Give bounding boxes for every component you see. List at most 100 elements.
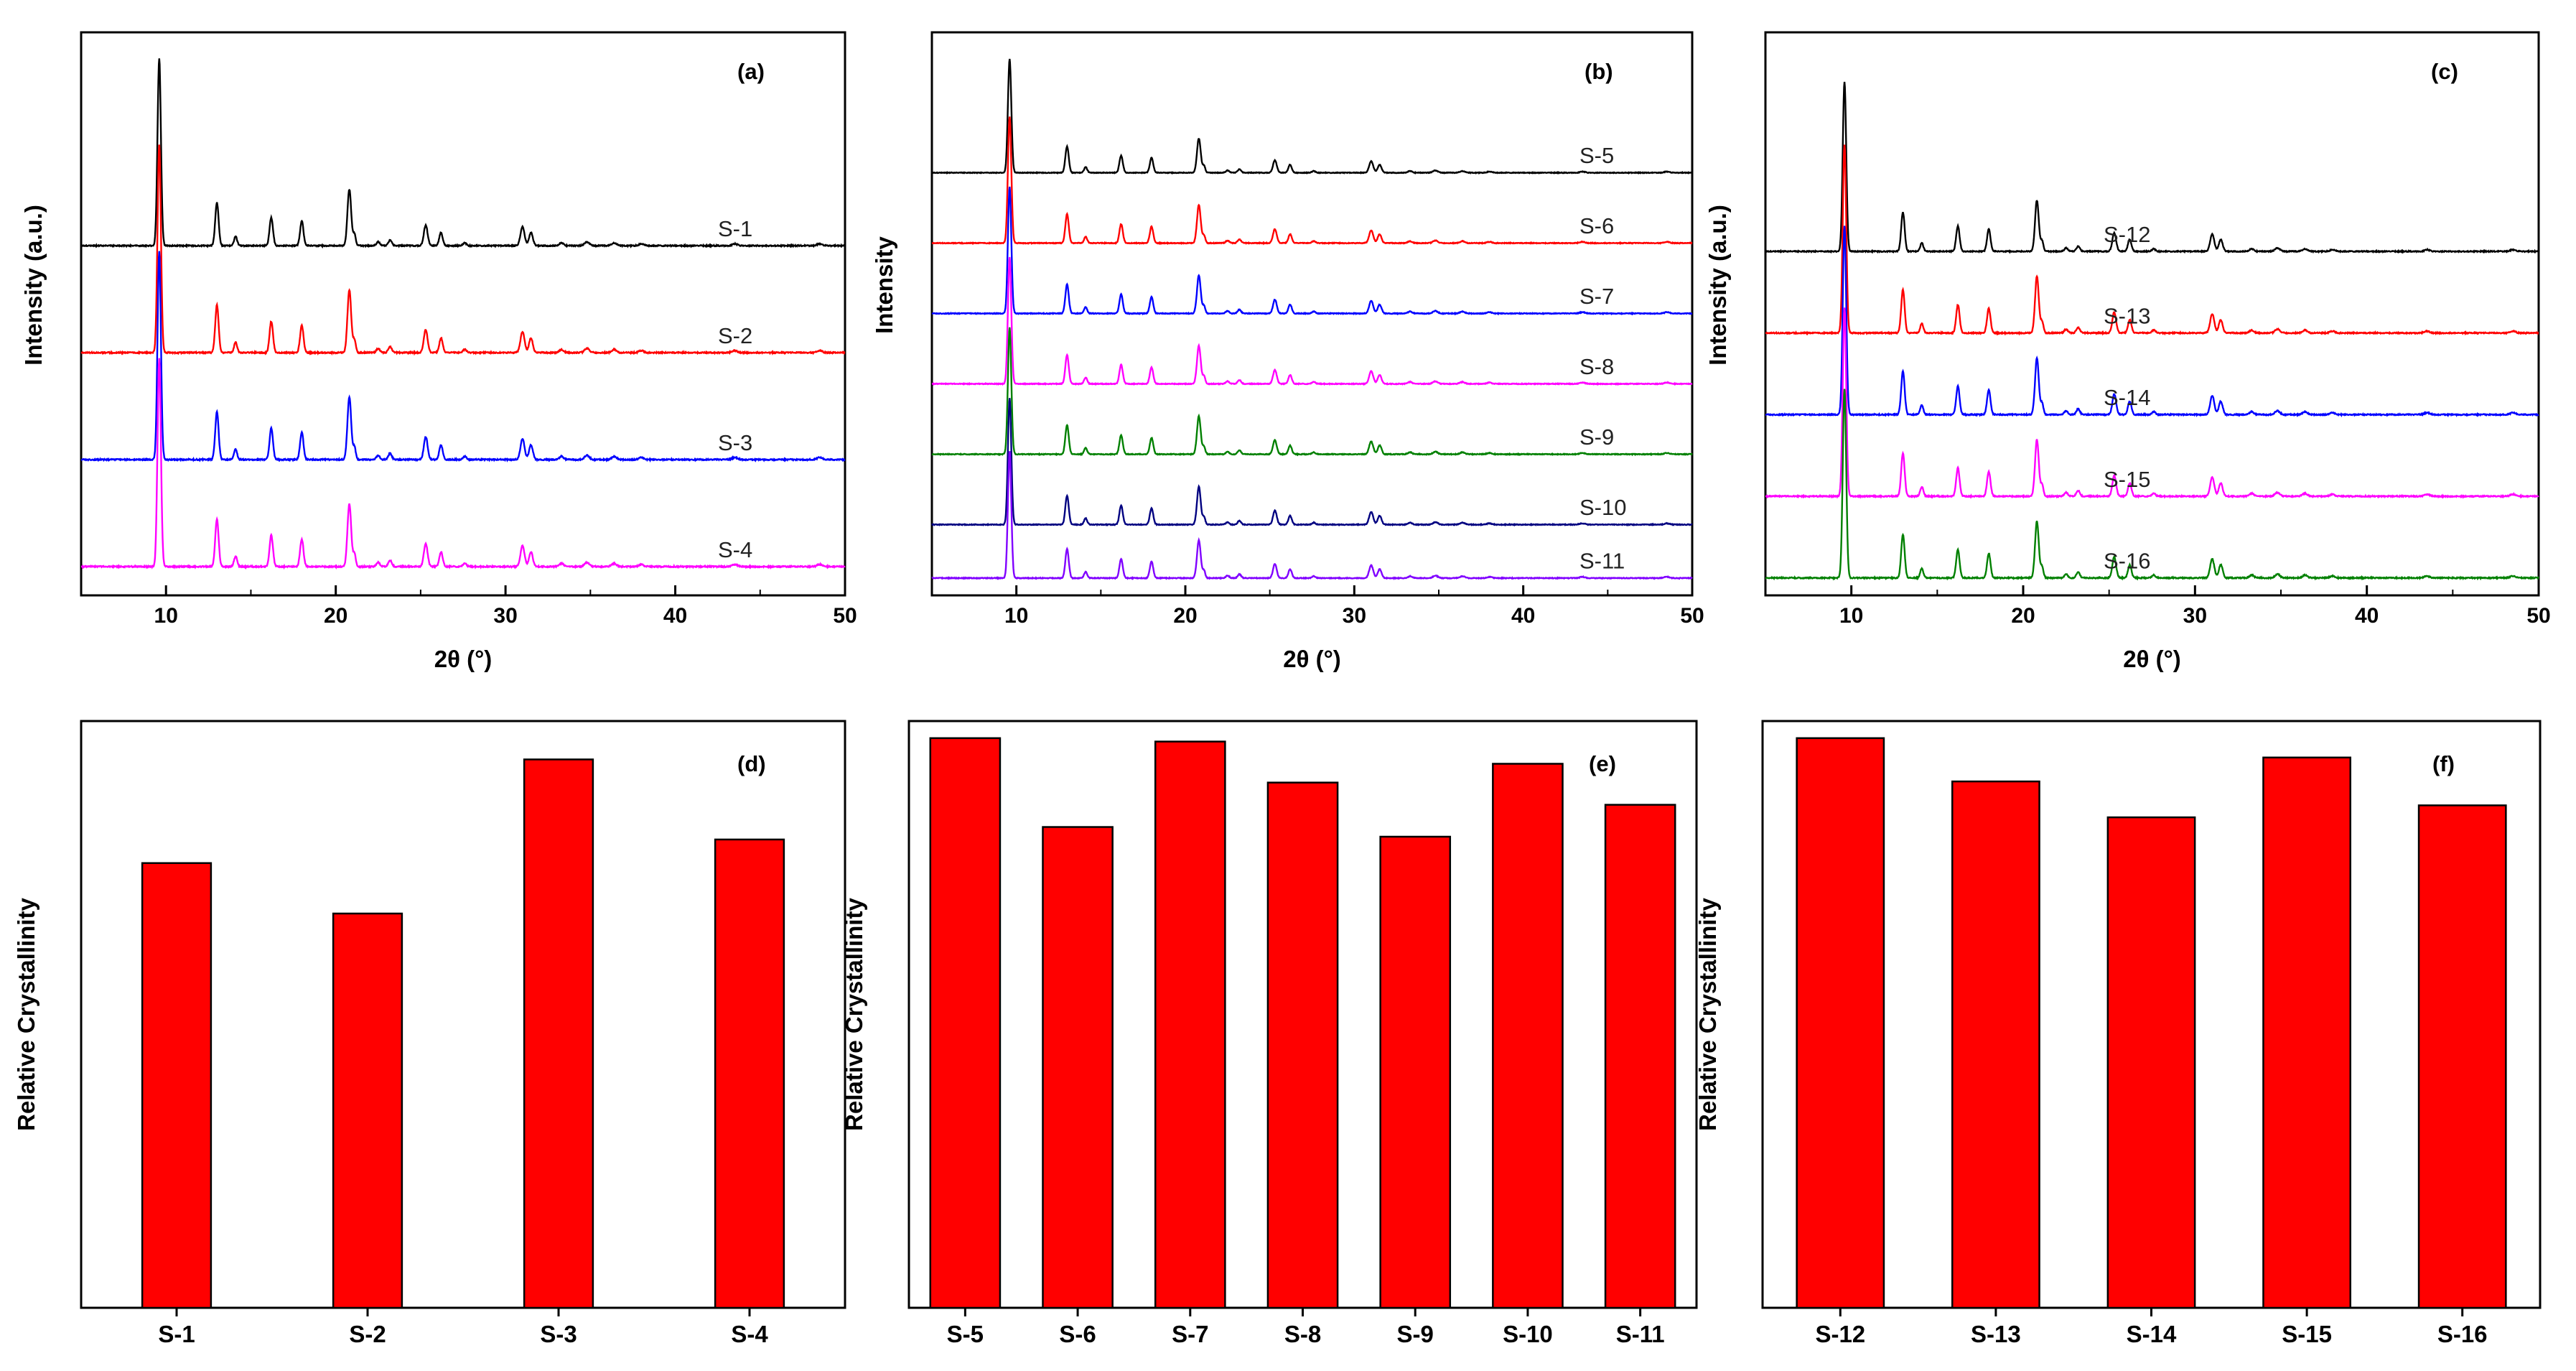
bar-S-4	[714, 838, 785, 1309]
y-axis-label: Intensity (a.u.)	[1704, 205, 1731, 366]
bar-S-14	[2106, 816, 2196, 1309]
y-axis-label: Relative Crystallinity	[13, 898, 39, 1131]
panel-d: S-1 S-2 S-3 S-4 Relative Crystallinity (d)	[13, 720, 846, 1347]
panel-letter: (d)	[737, 751, 766, 776]
series-label-S-13: S-13	[2104, 303, 2150, 328]
category-label-S-6: S-6	[1059, 1321, 1096, 1347]
category-label-S-7: S-7	[1172, 1321, 1208, 1347]
x-tick-label: 50	[1680, 604, 1704, 628]
panel-letter: (c)	[2431, 59, 2458, 84]
series-line-S-13	[1765, 144, 2539, 336]
bar-S-13	[1951, 780, 2040, 1309]
bar-S-9	[1379, 835, 1452, 1309]
panel-letter: (a)	[737, 59, 765, 84]
x-tick-label: 30	[2183, 604, 2207, 628]
panel-c: S-12 S-13 S-14 S-15 S-16 10 20 30 40 50 2θ (°) Inte…	[1704, 31, 2551, 672]
x-tick-label: 20	[1173, 604, 1197, 628]
category-label-S-4: S-4	[731, 1321, 768, 1347]
series-line-S-16	[1765, 389, 2539, 581]
x-tick-label: 50	[2526, 604, 2550, 628]
series-label-S-16: S-16	[2104, 548, 2150, 573]
series-line-S-3	[80, 251, 846, 463]
category-label-S-13: S-13	[1971, 1321, 2021, 1347]
category-label-S-12: S-12	[1815, 1321, 1865, 1347]
y-axis-label: Intensity	[871, 236, 897, 334]
series-line-S-5	[931, 58, 1693, 175]
category-label-S-3: S-3	[540, 1321, 577, 1347]
x-axis-label: 2θ (°)	[1283, 646, 1341, 672]
category-label-S-15: S-15	[2282, 1321, 2332, 1347]
series-label-S-5: S-5	[1579, 143, 1614, 168]
panel-letter: (e)	[1589, 751, 1616, 776]
x-tick-label: 40	[663, 604, 687, 628]
x-tick-label: 10	[1004, 604, 1028, 628]
x-tick-label: 30	[1343, 604, 1366, 628]
series-line-S-1	[80, 58, 846, 249]
bar-S-3	[523, 758, 594, 1309]
series-line-S-8	[931, 256, 1693, 386]
y-axis-label: Relative Crystallinity	[841, 898, 867, 1131]
bar-S-5	[929, 737, 1002, 1309]
bar-S-2	[332, 912, 403, 1309]
bar-S-10	[1492, 763, 1564, 1309]
series-line-S-7	[931, 186, 1693, 316]
x-tick-label: 20	[2011, 604, 2035, 628]
y-axis-label: Relative Crystallinity	[1694, 898, 1721, 1131]
series-label-S-2: S-2	[718, 323, 752, 348]
category-label-S-16: S-16	[2437, 1321, 2488, 1347]
series-label-S-11: S-11	[1579, 548, 1625, 573]
category-label-S-9: S-9	[1397, 1321, 1434, 1347]
series-line-S-6	[931, 116, 1693, 246]
series-label-S-12: S-12	[2104, 222, 2150, 247]
bar-S-1	[141, 862, 213, 1309]
panel-d-frame	[80, 720, 846, 1309]
bar-S-16	[2417, 804, 2507, 1309]
bar-S-12	[1796, 737, 1885, 1309]
panel-c-frame	[1764, 31, 2540, 597]
category-label-S-8: S-8	[1284, 1321, 1321, 1347]
x-tick-label: 40	[2355, 604, 2379, 628]
category-label-S-10: S-10	[1503, 1321, 1553, 1347]
x-axis-label: 2θ (°)	[434, 646, 493, 672]
series-label-S-9: S-9	[1579, 424, 1614, 450]
bar-S-15	[2262, 756, 2351, 1309]
x-tick-label: 10	[1839, 604, 1863, 628]
series-label-S-8: S-8	[1579, 354, 1614, 379]
x-axis-label: 2θ (°)	[2123, 646, 2181, 672]
bar-S-7	[1154, 740, 1226, 1309]
y-axis-label: Intensity (a.u.)	[20, 205, 47, 366]
panel-b: S-5 S-6 S-7 S-8 S-9 S-10 S-11 10 20 30 40 50 2θ (°) I…	[871, 31, 1704, 672]
series-line-S-12	[1765, 81, 2539, 254]
category-label-S-5: S-5	[947, 1321, 984, 1347]
category-label-S-1: S-1	[158, 1321, 195, 1347]
series-line-S-14	[1765, 226, 2539, 418]
panel-letter: (b)	[1585, 59, 1613, 84]
series-line-S-9	[931, 327, 1693, 457]
category-label-S-2: S-2	[349, 1321, 386, 1347]
series-label-S-10: S-10	[1579, 495, 1626, 520]
bar-S-11	[1604, 804, 1676, 1309]
series-label-S-4: S-4	[718, 537, 752, 562]
panel-a-frame	[80, 31, 846, 597]
series-line-S-10	[931, 398, 1693, 527]
series-label-S-6: S-6	[1579, 213, 1614, 238]
bar-S-6	[1042, 826, 1114, 1309]
panel-f: S-12 S-13 S-14 S-15 S-16 Relative Crystallini…	[1694, 720, 2542, 1347]
series-label-S-14: S-14	[2104, 385, 2150, 410]
series-line-S-2	[80, 144, 846, 356]
panel-a: S-1 S-2 S-3 S-4 10 20 30 40 50 2θ (°) Intensity (a…	[20, 31, 857, 672]
x-tick-label: 20	[324, 604, 347, 628]
series-label-S-15: S-15	[2104, 467, 2150, 492]
category-label-S-11: S-11	[1616, 1321, 1665, 1347]
x-tick-label: 10	[154, 604, 178, 628]
series-label-S-3: S-3	[718, 430, 752, 455]
x-tick-label: 30	[493, 604, 517, 628]
series-label-S-1: S-1	[718, 216, 752, 241]
panel-e: S-5 S-6 S-7 S-8 S-9 S-10 S-11 Relative Crystall…	[841, 720, 1698, 1347]
x-tick-label: 50	[833, 604, 857, 628]
series-line-S-11	[931, 451, 1693, 580]
series-line-S-4	[80, 358, 846, 570]
x-tick-label: 40	[1511, 604, 1535, 628]
category-label-S-14: S-14	[2127, 1321, 2177, 1347]
